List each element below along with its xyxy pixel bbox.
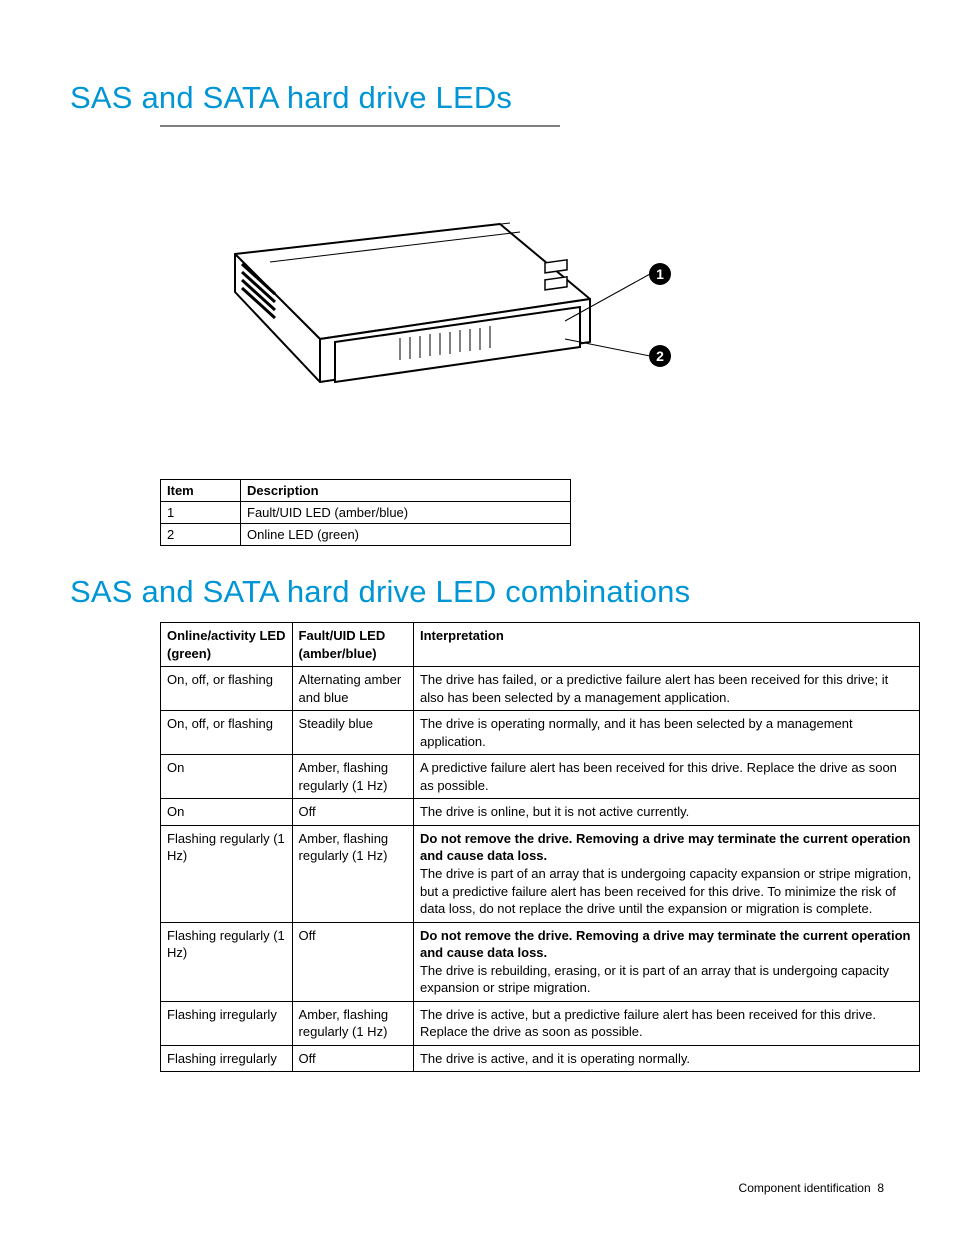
table-row: Flashing irregularlyAmber, flashing regu… xyxy=(161,1001,920,1045)
led-item-table: ItemDescription 1Fault/UID LED (amber/bl… xyxy=(160,479,571,546)
table-cell: Amber, flashing regularly (1 Hz) xyxy=(292,825,413,922)
led-combination-table: Online/activity LED (green)Fault/UID LED… xyxy=(160,622,920,1072)
callout-2: 2 xyxy=(649,345,671,367)
svg-text:1: 1 xyxy=(656,266,664,282)
table-cell: Fault/UID LED (amber/blue) xyxy=(241,502,571,524)
table-cell: Do not remove the drive. Removing a driv… xyxy=(413,922,919,1001)
table-cell: The drive is operating normally, and it … xyxy=(413,711,919,755)
table-cell: On xyxy=(161,755,293,799)
table-cell: Do not remove the drive. Removing a driv… xyxy=(413,825,919,922)
table-row: Flashing regularly (1 Hz)Amber, flashing… xyxy=(161,825,920,922)
table-cell: Off xyxy=(292,922,413,1001)
table-cell: The drive has failed, or a predictive fa… xyxy=(413,667,919,711)
table-cell: Flashing regularly (1 Hz) xyxy=(161,922,293,1001)
hard-drive-diagram: 12 xyxy=(160,124,884,469)
table-cell: Off xyxy=(292,799,413,826)
table-row: 1Fault/UID LED (amber/blue) xyxy=(161,502,571,524)
footer-page-number: 8 xyxy=(877,1181,884,1195)
table-header: Interpretation xyxy=(413,623,919,667)
heading-led-combos: SAS and SATA hard drive LED combinations xyxy=(70,574,884,610)
table-cell: Alternating amber and blue xyxy=(292,667,413,711)
table-row: On, off, or flashingAlternating amber an… xyxy=(161,667,920,711)
table-row: Flashing irregularlyOffThe drive is acti… xyxy=(161,1045,920,1072)
table-cell: The drive is active, and it is operating… xyxy=(413,1045,919,1072)
table-header: Online/activity LED (green) xyxy=(161,623,293,667)
svg-text:2: 2 xyxy=(656,348,664,364)
table-cell: Flashing irregularly xyxy=(161,1045,293,1072)
table-cell: The drive is online, but it is not activ… xyxy=(413,799,919,826)
table-cell: On xyxy=(161,799,293,826)
table-row: 2Online LED (green) xyxy=(161,524,571,546)
table-row: On, off, or flashingSteadily blueThe dri… xyxy=(161,711,920,755)
page-footer: Component identification 8 xyxy=(739,1181,884,1195)
table-cell: Flashing irregularly xyxy=(161,1001,293,1045)
table-cell: 1 xyxy=(161,502,241,524)
table-cell: Amber, flashing regularly (1 Hz) xyxy=(292,755,413,799)
table-cell: Off xyxy=(292,1045,413,1072)
table-cell: On, off, or flashing xyxy=(161,711,293,755)
table-cell: 2 xyxy=(161,524,241,546)
footer-section: Component identification xyxy=(739,1181,871,1195)
table-header: Description xyxy=(241,480,571,502)
table-row: OnOffThe drive is online, but it is not … xyxy=(161,799,920,826)
table-row: Flashing regularly (1 Hz)OffDo not remov… xyxy=(161,922,920,1001)
table-cell: A predictive failure alert has been rece… xyxy=(413,755,919,799)
table-cell: Amber, flashing regularly (1 Hz) xyxy=(292,1001,413,1045)
table-cell: The drive is active, but a predictive fa… xyxy=(413,1001,919,1045)
table-header: Item xyxy=(161,480,241,502)
page: SAS and SATA hard drive LEDs xyxy=(0,0,954,1235)
heading-led: SAS and SATA hard drive LEDs xyxy=(70,80,884,116)
table-row: OnAmber, flashing regularly (1 Hz)A pred… xyxy=(161,755,920,799)
callout-1: 1 xyxy=(649,263,671,285)
table-header: Fault/UID LED (amber/blue) xyxy=(292,623,413,667)
table-cell: Online LED (green) xyxy=(241,524,571,546)
table-cell: Steadily blue xyxy=(292,711,413,755)
table-cell: Flashing regularly (1 Hz) xyxy=(161,825,293,922)
table-cell: On, off, or flashing xyxy=(161,667,293,711)
